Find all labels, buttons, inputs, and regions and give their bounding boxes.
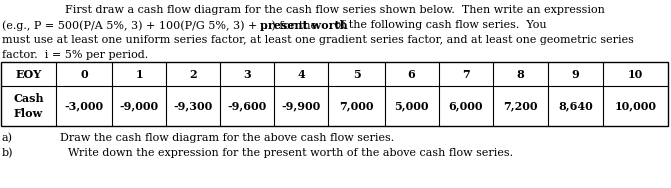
Text: 4: 4 (297, 68, 305, 80)
Text: 1: 1 (136, 68, 143, 80)
Text: 10: 10 (628, 68, 643, 80)
Text: 5: 5 (353, 68, 360, 80)
Text: -9,900: -9,900 (282, 101, 321, 111)
Text: 7: 7 (462, 68, 470, 80)
Text: -9,600: -9,600 (227, 101, 267, 111)
Text: EOY: EOY (15, 68, 42, 80)
Text: 7,200: 7,200 (503, 101, 537, 111)
Text: 8: 8 (517, 68, 524, 80)
Text: 8,640: 8,640 (558, 101, 592, 111)
Text: 7,000: 7,000 (340, 101, 374, 111)
Text: 10,000: 10,000 (615, 101, 656, 111)
Text: factor.  i = 5% per period.: factor. i = 5% per period. (2, 50, 148, 60)
Text: 9: 9 (572, 68, 579, 80)
Text: 2: 2 (189, 68, 197, 80)
Text: 0: 0 (81, 68, 88, 80)
Text: Write down the expression for the present worth of the above cash flow series.: Write down the expression for the presen… (68, 148, 513, 158)
Text: -9,000: -9,000 (119, 101, 159, 111)
Text: of the following cash flow series.  You: of the following cash flow series. You (331, 20, 547, 30)
Text: 6,000: 6,000 (448, 101, 483, 111)
Text: Draw the cash flow diagram for the above cash flow series.: Draw the cash flow diagram for the above… (60, 133, 395, 143)
Text: -9,300: -9,300 (174, 101, 213, 111)
Text: present worth: present worth (260, 20, 348, 31)
Text: (e.g., P = 500(P/A 5%, 3) + 100(P/G 5%, 3) + ...) for the: (e.g., P = 500(P/A 5%, 3) + 100(P/G 5%, … (2, 20, 321, 31)
Text: a): a) (2, 133, 13, 143)
Text: b): b) (2, 148, 13, 158)
Text: First draw a cash flow diagram for the cash flow series shown below.  Then write: First draw a cash flow diagram for the c… (65, 5, 605, 15)
Text: -3,000: -3,000 (64, 101, 104, 111)
Text: 6: 6 (408, 68, 415, 80)
Bar (1, 62, 668, 126)
Text: 3: 3 (244, 68, 251, 80)
Text: Cash
Flow: Cash Flow (13, 93, 44, 119)
Text: 5,000: 5,000 (395, 101, 429, 111)
Text: must use at least one uniform series factor, at least one gradient series factor: must use at least one uniform series fac… (2, 35, 634, 45)
